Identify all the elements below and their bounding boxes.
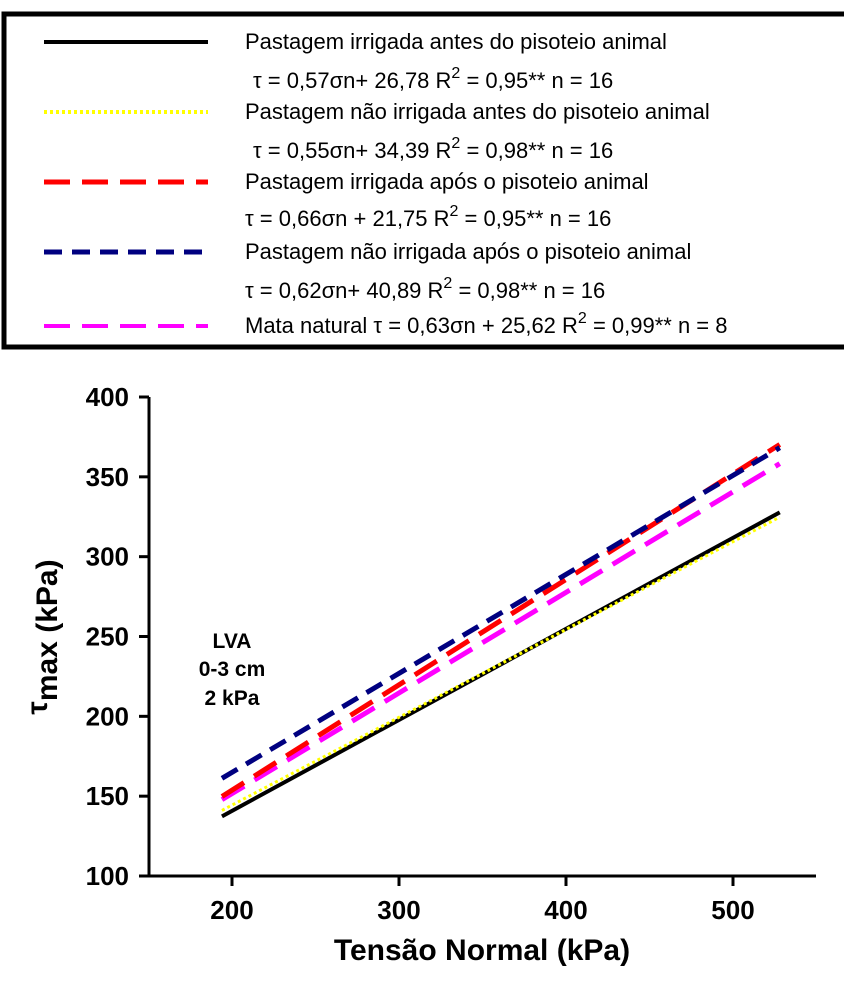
series-lines: [220, 442, 782, 819]
x-tick-label-3: 500: [711, 895, 754, 925]
series-line-2: [220, 442, 782, 799]
y-ticks: 100 150 200 250 300 350 400: [86, 382, 149, 891]
legend-equation-0: τ = 0,57σn+ 26,78 R2 = 0,95** n = 16: [253, 65, 613, 93]
legend-label-3: Pastagem não irrigada após o pisoteio an…: [245, 239, 691, 264]
x-tick-label-0: 200: [210, 895, 253, 925]
legend: Pastagem irrigada antes do pisoteio anim…: [1, 11, 844, 350]
y-tick-label-1: 150: [86, 781, 129, 811]
y-tick-label-5: 350: [86, 462, 129, 492]
series-line-3: [220, 445, 782, 781]
y-tick-label-6: 400: [86, 382, 129, 412]
annotation-line-1: 0-3 cm: [199, 658, 266, 681]
y-tick-label-3: 250: [86, 622, 129, 652]
legend-equation-4: Mata natural τ = 0,63σn + 25,62 R2 = 0,9…: [245, 310, 728, 338]
y-axis-title-symbol: τ: [21, 701, 54, 714]
x-tick-label-2: 400: [544, 895, 587, 925]
legend-equation-1: τ = 0,55σn+ 34,39 R2 = 0,98** n = 16: [253, 135, 613, 163]
y-axis-title: τmax (kPa): [21, 559, 64, 714]
y-tick-label-0: 100: [86, 861, 129, 891]
legend-label-0: Pastagem irrigada antes do pisoteio anim…: [245, 29, 667, 54]
legend-label-1: Pastagem não irrigada antes do pisoteio …: [245, 99, 710, 124]
series-line-4: [220, 461, 782, 802]
x-ticks: 200 300 400 500: [210, 876, 755, 925]
legend-equation-2: τ = 0,66σn + 21,75 R2 = 0,95** n = 16: [245, 203, 611, 231]
annotation-line-2: 2 kPa: [205, 687, 260, 710]
y-tick-label-2: 200: [86, 701, 129, 731]
x-axis-title: Tensão Normal (kPa): [334, 934, 630, 967]
annotation: LVA 0-3 cm 2 kPa: [199, 630, 266, 710]
legend-label-2: Pastagem irrigada após o pisoteio animal: [245, 169, 649, 194]
y-axis-title-sub: max (kPa): [31, 559, 64, 701]
y-tick-label-4: 300: [86, 542, 129, 572]
annotation-line-0: LVA: [213, 630, 252, 653]
x-tick-label-1: 300: [377, 895, 420, 925]
legend-equation-3: τ = 0,62σn+ 40,89 R2 = 0,98** n = 16: [245, 275, 605, 303]
